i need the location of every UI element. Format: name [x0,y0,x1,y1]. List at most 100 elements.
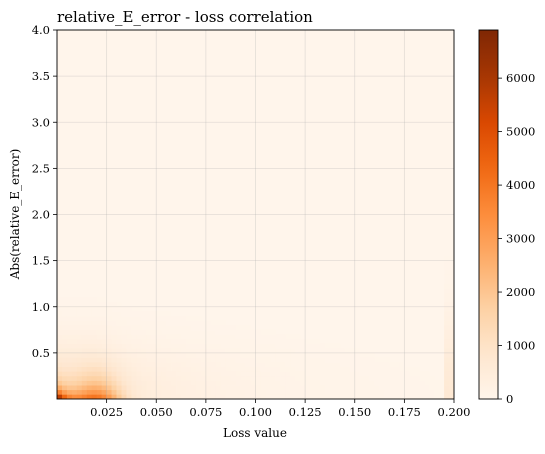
heat-cell [126,348,132,354]
heat-cell [126,329,132,335]
heat-cell [300,343,306,349]
heat-cell [156,375,162,381]
heat-cell [126,339,132,344]
heat-cell [166,352,172,358]
heat-cell [389,380,395,386]
heat-cell [176,394,182,399]
heat-cell [176,366,182,372]
heat-cell [116,334,122,340]
heat-cell [131,380,137,386]
heat-cell [200,325,207,331]
heat-cell [240,343,246,349]
heat-cell [275,357,281,363]
heat-cell [81,389,88,395]
heat-cell [190,394,197,399]
heat-cell [449,375,454,381]
heat-cell [156,329,162,335]
heat-cell [146,334,152,340]
heat-cell [200,375,207,381]
heat-cell [295,362,301,368]
heat-cell [111,352,117,358]
heat-cell [384,375,390,381]
heat-cell [210,352,217,358]
heat-cell [255,334,261,340]
heat-cell [81,385,88,391]
heat-cell [225,352,231,358]
heat-cell [106,348,112,354]
heat-cell [444,274,450,280]
heat-cell [444,343,450,349]
heat-cell [106,385,112,391]
heat-cell [66,302,73,308]
heat-cell [290,389,296,395]
heat-cell [429,389,435,395]
heat-cell [305,366,311,372]
heat-cell [76,380,83,386]
heat-cell [280,366,286,372]
heat-cell [121,366,127,372]
heat-cell [240,362,246,368]
heat-cell [320,385,326,391]
heat-cell [374,389,380,395]
heat-cell [131,357,137,363]
heat-cell [384,385,390,391]
heat-cell [116,389,122,395]
heat-cell [444,306,450,312]
heat-cell [146,311,152,317]
heat-cell [131,311,137,317]
heat-cell [136,380,142,386]
heat-cell [280,352,286,358]
heat-cell [334,357,341,363]
x-tick-label: 0.050 [140,405,173,419]
heat-cell [220,389,227,395]
heat-cell [66,371,73,377]
heat-cell [146,343,152,349]
heat-cell [394,389,400,395]
heat-cell [156,325,162,331]
heat-cell [57,352,63,358]
heat-cell [141,394,147,399]
heat-cell [285,357,291,363]
x-tick-label: 0.075 [189,405,222,419]
heat-cell [394,362,400,368]
heat-cell [349,357,356,363]
heat-cell [429,394,435,399]
heat-cell [235,343,241,349]
heat-cell [374,375,380,381]
heat-cell [230,375,236,381]
heat-cell [141,329,147,335]
heat-cell [230,371,236,377]
heat-cell [86,320,93,326]
heat-cell [449,256,454,261]
heat-cell [186,371,192,377]
heat-cell [176,348,182,354]
heat-cell [57,325,63,331]
heat-cell [200,343,207,349]
heat-cell [230,357,236,363]
heat-cell [295,385,301,391]
heat-cell [205,348,212,354]
heat-cell [339,394,346,399]
heat-cell [126,371,132,377]
heat-cell [339,371,346,377]
heat-cell [265,334,271,340]
heat-cell [156,389,162,395]
heat-cell [161,320,167,326]
heat-cell [190,389,197,395]
heat-cell [181,315,187,321]
heat-cell [71,389,78,395]
heat-cell [181,339,187,344]
heat-cell [136,329,142,335]
heat-cell [91,325,97,331]
heat-cell [106,352,112,358]
heat-cell [424,371,430,377]
heat-cell [76,375,83,381]
heat-cell [171,371,177,377]
heat-cell [106,362,112,368]
heat-cell [86,343,93,349]
heat-cell [275,371,281,377]
heat-cell [240,375,246,381]
heat-cell [444,315,450,321]
heat-cell [161,311,167,317]
heat-cell [176,371,182,377]
